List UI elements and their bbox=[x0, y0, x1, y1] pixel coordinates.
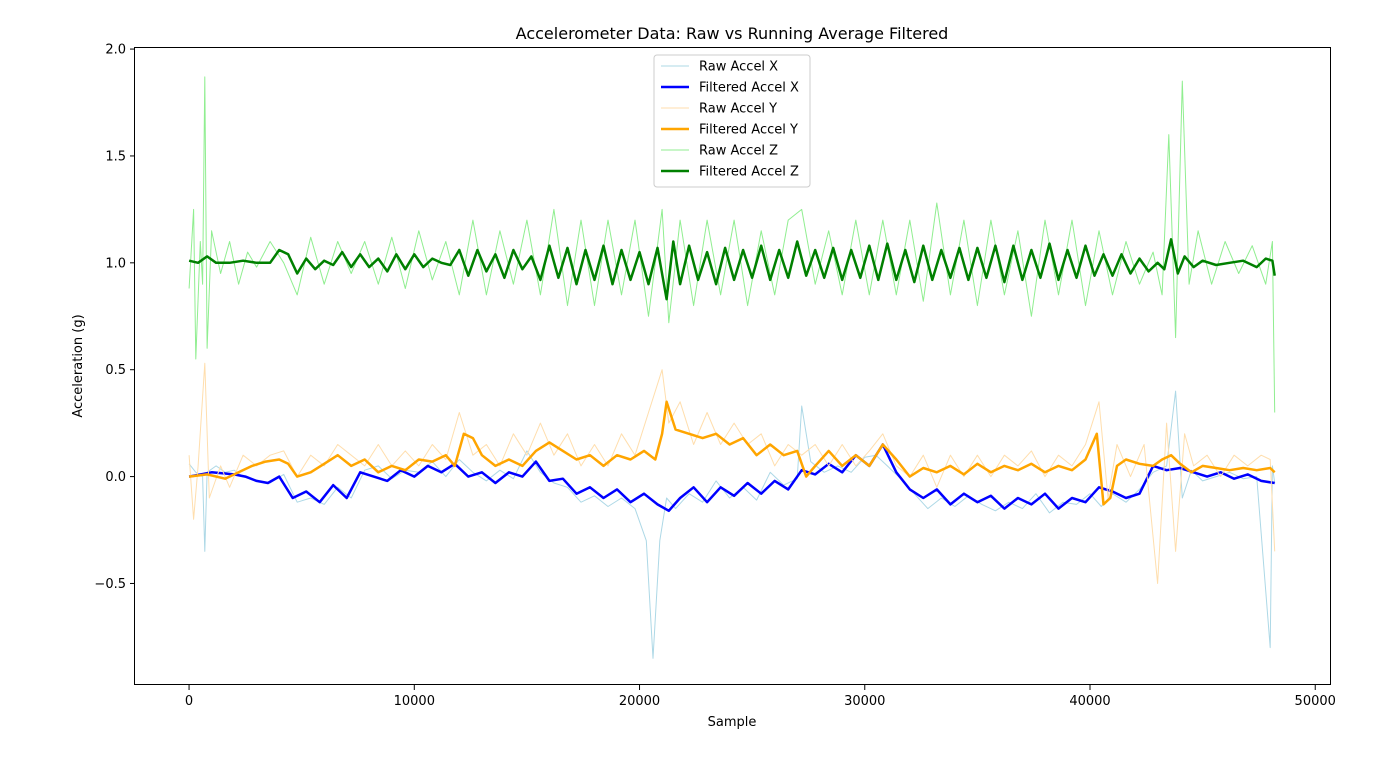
legend-label-filtered-accel-z: Filtered Accel Z bbox=[699, 165, 799, 180]
plot-area bbox=[188, 76, 1276, 659]
x-tick-label: 40000 bbox=[1069, 694, 1110, 709]
legend-label-raw-accel-z: Raw Accel Z bbox=[699, 144, 778, 159]
legend-label-raw-accel-x: Raw Accel X bbox=[699, 60, 778, 75]
y-axis-label: Acceleration (g) bbox=[71, 314, 86, 417]
legend-label-raw-accel-y: Raw Accel Y bbox=[699, 102, 777, 117]
y-tick-label: 0.5 bbox=[105, 363, 126, 378]
series-line-filtered-accel-y bbox=[188, 400, 1276, 506]
y-axis: −0.5 0.0 0.5 1.0 1.5 2.0 bbox=[94, 43, 135, 592]
series-line-filtered-accel-x bbox=[188, 443, 1275, 513]
x-axis: 0 10000 20000 30000 40000 50000 bbox=[185, 685, 1336, 709]
plot-frame bbox=[134, 47, 1331, 685]
y-tick-label: 1.5 bbox=[105, 149, 126, 164]
x-tick-label: 30000 bbox=[844, 694, 885, 709]
legend-box bbox=[653, 54, 811, 188]
series-line-filtered-accel-z bbox=[188, 238, 1276, 301]
x-axis-label: Sample bbox=[708, 715, 757, 730]
x-tick-label: 50000 bbox=[1295, 694, 1336, 709]
y-tick-label: 1.0 bbox=[105, 256, 126, 271]
y-tick-label: 0.0 bbox=[105, 470, 126, 485]
series-line-raw-accel-z bbox=[188, 76, 1276, 413]
x-tick-label: 0 bbox=[185, 694, 193, 709]
legend: Raw Accel X Filtered Accel X Raw Accel Y Fi… bbox=[653, 54, 811, 188]
series-line-raw-accel-y bbox=[188, 362, 1276, 584]
legend-label-filtered-accel-x: Filtered Accel X bbox=[699, 81, 799, 96]
x-tick-label: 20000 bbox=[619, 694, 660, 709]
y-tick-label: −0.5 bbox=[94, 577, 126, 592]
x-tick-label: 10000 bbox=[394, 694, 435, 709]
y-tick-label: 2.0 bbox=[105, 43, 126, 58]
legend-label-filtered-accel-y: Filtered Accel Y bbox=[699, 123, 798, 138]
chart-title: Accelerometer Data: Raw vs Running Avera… bbox=[516, 24, 949, 43]
